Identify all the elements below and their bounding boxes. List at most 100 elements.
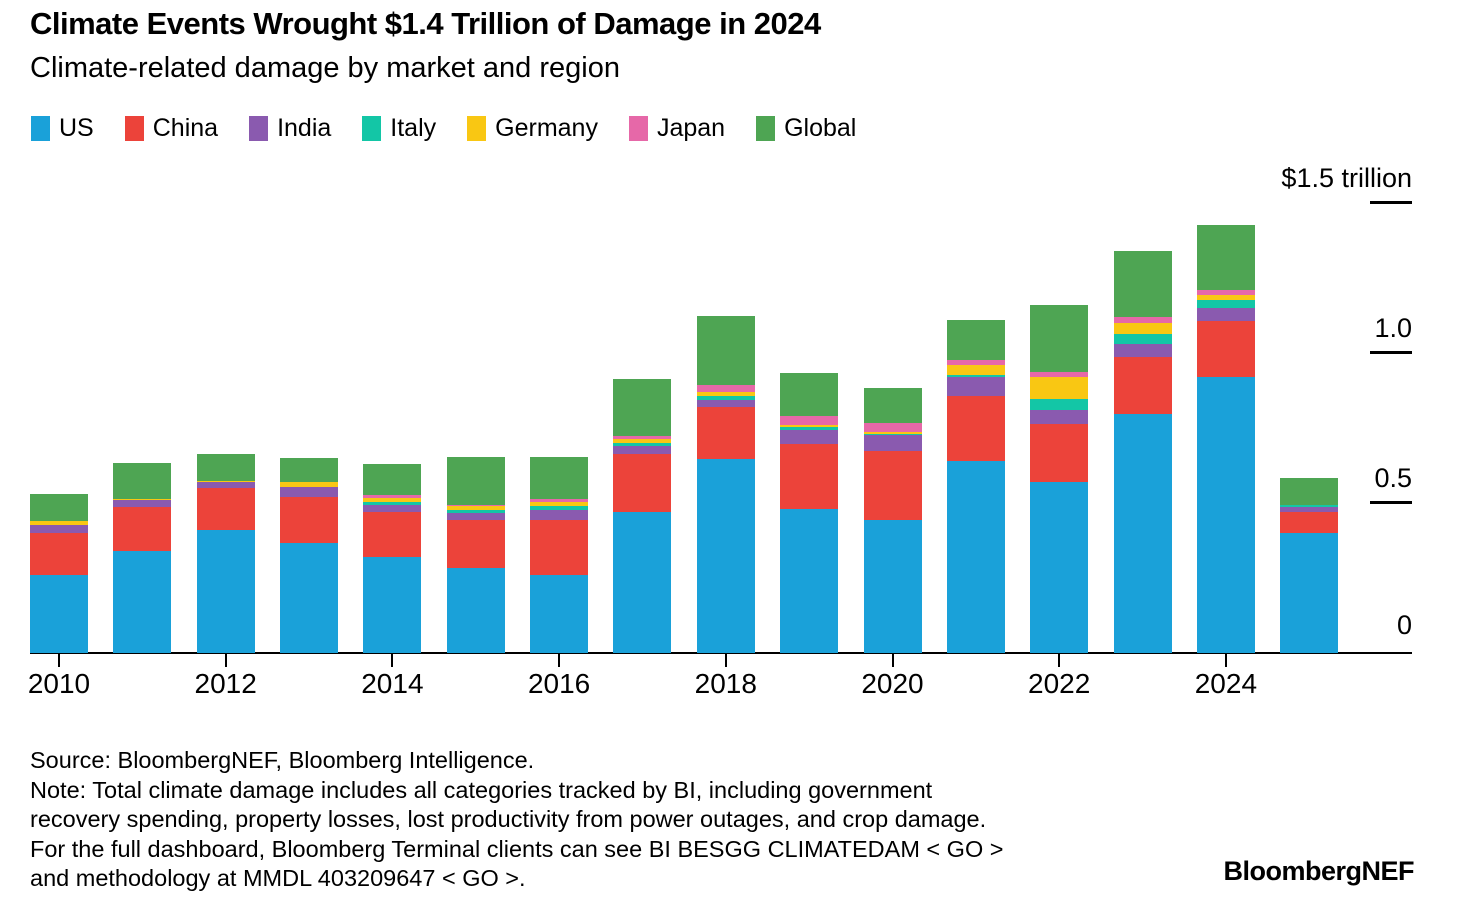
bar-segment-italy-2015: [446, 510, 505, 513]
x-tick-2022: [1058, 654, 1061, 667]
bar-segment-india-2018: [696, 399, 755, 408]
x-tick-2010: [58, 654, 60, 667]
bar-segment-us-2020: [863, 519, 922, 653]
bar-segment-japan-2015: [446, 505, 505, 507]
bar-segment-india-2019: [780, 429, 839, 445]
bar-segment-india-2020: [863, 435, 922, 451]
bar-segment-global-2020: [863, 387, 922, 424]
legend-item-global: Global: [756, 114, 856, 143]
bar-segment-china-2022: [1030, 423, 1089, 482]
bar-segment-germany-2012: [196, 480, 255, 483]
bar-segment-china-2025: [1280, 512, 1339, 533]
bar-2015: [446, 457, 505, 653]
bar-segment-india-2010: [30, 525, 88, 533]
legend-item-us: US: [31, 114, 94, 143]
bar-2024: [1196, 225, 1255, 653]
bar-2023: [1113, 250, 1172, 653]
bar-segment-us-2013: [280, 543, 339, 653]
bar-segment-germany-2013: [280, 481, 339, 488]
bar-segment-global-2017: [613, 378, 672, 436]
legend-item-germany: Germany: [467, 114, 598, 143]
legend-label: Japan: [656, 114, 726, 142]
bar-segment-germany-2018: [696, 391, 755, 397]
bar-segment-germany-2024: [1196, 294, 1255, 300]
bar-segment-germany-2015: [446, 506, 505, 511]
us-swatch-icon: [31, 116, 50, 141]
bar-2013: [280, 458, 339, 653]
legend-label: Global: [784, 114, 857, 142]
bar-segment-global-2010: [30, 494, 88, 522]
bar-segment-us-2024: [1196, 376, 1255, 653]
bar-segment-global-2019: [780, 373, 839, 416]
bar-segment-india-2013: [280, 487, 339, 497]
bar-segment-china-2011: [113, 507, 172, 551]
bar-segment-global-2025: [1280, 477, 1339, 505]
bar-segment-germany-2010: [30, 521, 88, 525]
legend-item-japan: Japan: [628, 114, 726, 143]
bar-segment-india-2012: [196, 482, 255, 488]
bar-segment-germany-2011: [113, 498, 172, 501]
y-tick-1.5: [1370, 201, 1412, 204]
bar-segment-global-2024: [1196, 225, 1255, 290]
x-axis-line: [30, 651, 1412, 654]
china-swatch-icon: [124, 116, 144, 141]
legend-label: Germany: [495, 114, 598, 142]
bar-segment-china-2020: [863, 450, 922, 520]
x-label-2018: 2018: [694, 668, 757, 699]
bar-segment-italy-2022: [1030, 398, 1089, 410]
x-tick-2016: [558, 654, 561, 667]
bar-segment-global-2013: [280, 458, 339, 482]
bar-segment-global-2014: [363, 464, 422, 496]
source-line: Source: BloombergNEF, Bloomberg Intellig…: [30, 747, 535, 773]
bar-segment-china-2013: [280, 496, 339, 543]
bar-segment-italy-2019: [780, 427, 839, 430]
bar-segment-italy-2016: [530, 505, 589, 511]
bar-segment-japan-2022: [1030, 372, 1089, 377]
bar-segment-us-2018: [696, 459, 755, 653]
x-label-2010: 2010: [27, 668, 91, 699]
x-tick-2024: [1224, 654, 1227, 667]
x-label-2020: 2020: [861, 668, 924, 699]
y-label-0.5: 0.5: [1374, 462, 1412, 493]
legend-label: Italy: [390, 114, 437, 142]
note-line: Note: Total climate damage includes all …: [30, 776, 933, 803]
bar-segment-global-2021: [946, 319, 1005, 360]
bar-segment-us-2012: [196, 529, 255, 653]
bar-segment-global-2016: [530, 456, 589, 499]
bar-segment-italy-2020: [863, 433, 922, 436]
note-line: and methodology at MMDL 403209647 < GO >…: [30, 865, 526, 892]
bar-segment-china-2016: [530, 519, 589, 575]
bar-segment-china-2023: [1113, 357, 1172, 414]
bar-segment-china-2015: [446, 519, 505, 568]
x-label-2016: 2016: [527, 668, 591, 699]
y-label-0: 0: [1396, 609, 1412, 640]
y-label-1: 1.0: [1374, 312, 1412, 343]
germany-swatch-icon: [467, 116, 487, 141]
y-label-1.5: $1.5 trillion: [1281, 162, 1412, 193]
bar-segment-china-2014: [363, 512, 422, 558]
bar-segment-india-2022: [1030, 409, 1089, 424]
bar-segment-germany-2017: [613, 438, 672, 443]
bar-segment-china-2012: [196, 487, 255, 530]
note-line: recovery spending, property losses, lost…: [30, 806, 987, 833]
bar-segment-us-2016: [530, 574, 589, 653]
bar-segment-global-2018: [696, 315, 755, 386]
bar-segment-india-2015: [446, 512, 505, 520]
bar-segment-japan-2024: [1196, 289, 1255, 295]
page-title: Climate Events Wrought $1.4 Trillion of …: [30, 6, 821, 41]
x-tick-2014: [391, 654, 394, 667]
bar-segment-us-2022: [1030, 481, 1089, 653]
bar-segment-us-2019: [780, 509, 839, 653]
bar-segment-china-2017: [613, 453, 672, 512]
bar-segment-germany-2022: [1030, 376, 1089, 399]
bar-2017: [613, 378, 672, 653]
x-label-2024: 2024: [1194, 668, 1258, 699]
y-tick-0.5: [1370, 501, 1412, 504]
bar-segment-italy-2018: [696, 396, 755, 400]
bar-2010: [30, 494, 88, 653]
bar-segment-china-2021: [946, 395, 1005, 461]
bar-segment-global-2023: [1113, 250, 1172, 318]
bar-segment-india-2023: [1113, 344, 1172, 357]
